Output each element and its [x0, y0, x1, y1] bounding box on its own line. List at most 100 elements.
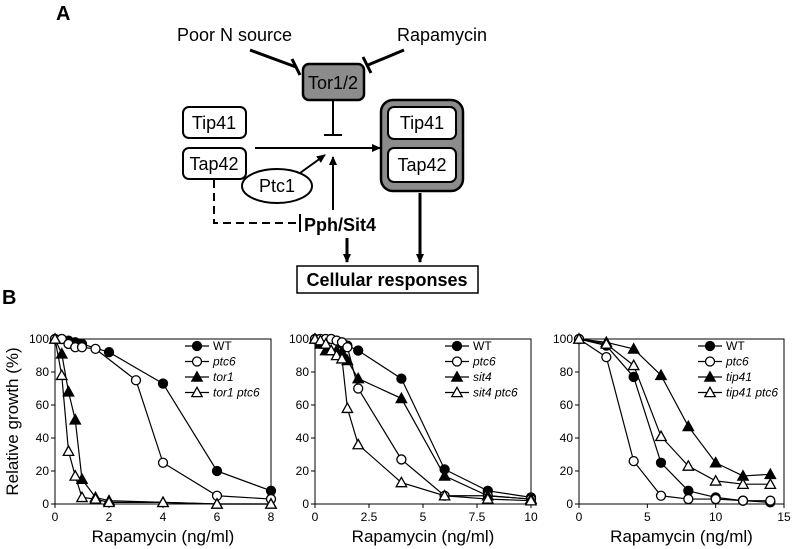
legend-marker — [704, 356, 716, 367]
data-point — [351, 438, 365, 450]
tip41-box — [182, 106, 247, 139]
data-point — [655, 457, 667, 468]
data-point — [764, 467, 777, 480]
data-point — [396, 373, 407, 384]
legend-marker — [704, 340, 716, 352]
data-point — [628, 455, 639, 467]
data-point — [683, 493, 694, 505]
x-tick-label: 5 — [644, 510, 651, 524]
tip41-label: Tip41 — [192, 113, 236, 133]
x-tick-label: 8 — [268, 510, 275, 524]
data-point — [709, 456, 722, 468]
legend-label: ptc6 — [212, 355, 236, 369]
tap42-dashed-inhibition — [213, 180, 299, 224]
y-tick-label: 60 — [560, 398, 574, 412]
data-point — [55, 368, 69, 381]
x-tick-label: 2.5 — [361, 510, 378, 524]
x-tick-label: 15 — [777, 510, 791, 524]
legend-label: tor1 — [213, 370, 234, 384]
panel-b-letter: B — [2, 287, 16, 309]
data-point — [572, 332, 586, 344]
chart-1: 0 20 40 60 80 100 0 2 4 6 8 Rapamycin (ng/ml) Relati… — [3, 332, 278, 546]
poor-n-source-label: Poor N source — [177, 25, 292, 45]
data-point — [438, 469, 451, 481]
pph-sit4-label: Pph/Sit4 — [304, 215, 376, 235]
panel-a-diagram: A Poor N source Rapamycin Tor1/2 Tip41 T… — [56, 3, 487, 294]
legend-marker — [450, 385, 464, 398]
y-tick-label: 20 — [560, 464, 574, 478]
data-point — [264, 497, 278, 509]
plot-frame — [578, 338, 785, 505]
data-point — [481, 492, 495, 504]
x-tick-label: 2 — [106, 510, 113, 524]
y-tick-label: 0 — [42, 497, 49, 511]
complex-tip41-box — [387, 106, 457, 140]
legend-marker — [191, 340, 203, 352]
y-tick-label: 60 — [36, 398, 50, 412]
series-line — [54, 338, 271, 505]
series-line — [55, 338, 272, 492]
data-point — [600, 337, 613, 349]
legend-label: sit4 — [473, 370, 492, 384]
legend-label: WT — [726, 339, 745, 353]
legend-marker — [190, 385, 204, 398]
y-tick-label: 40 — [296, 431, 310, 445]
x-tick-label: 0 — [52, 510, 59, 524]
x-tick-label: 4 — [160, 510, 167, 524]
data-point — [438, 489, 451, 501]
data-point — [76, 342, 88, 353]
data-point — [710, 493, 721, 505]
data-point — [62, 444, 75, 457]
y-tick-label: 0 — [566, 497, 573, 511]
y-tick-label: 100 — [289, 332, 309, 346]
data-point — [157, 378, 169, 389]
series-tor1-ptc6 — [48, 332, 278, 509]
y-tick-label: 80 — [36, 365, 50, 379]
legend-marker — [450, 370, 464, 382]
ptc1-arrow — [299, 154, 326, 174]
chart-2: 0 20 40 60 80 100 0 2.5 5 7.5 10 Rapamycin (ng/ml) W… — [289, 332, 538, 546]
data-point — [654, 368, 668, 381]
data-point — [524, 494, 538, 506]
data-point — [319, 337, 333, 349]
y-tick-label: 40 — [560, 431, 574, 445]
data-point — [396, 454, 407, 465]
y-tick-label: 40 — [36, 431, 50, 445]
legend-label: WT — [213, 339, 232, 353]
data-point — [655, 490, 667, 501]
x-axis-title: Rapamycin (ng/ml) — [352, 527, 495, 546]
data-point — [395, 476, 408, 488]
x-tick-label: 7.5 — [469, 510, 486, 524]
y-tick-label: 80 — [296, 365, 310, 379]
data-point — [130, 375, 142, 386]
data-point — [157, 457, 169, 468]
legend-label: tor1 ptc6 — [213, 386, 260, 400]
rapamycin-inhibition-line — [367, 48, 405, 67]
x-tick-label: 0 — [312, 510, 319, 524]
data-point — [342, 342, 353, 353]
x-axis-title: Rapamycin (ng/ml) — [610, 527, 753, 546]
data-point — [765, 495, 776, 506]
data-point — [156, 495, 170, 508]
data-point — [68, 469, 82, 481]
rapamycin-label: Rapamycin — [397, 25, 487, 45]
chart-3: 0 20 40 60 80 100 0 5 10 15 Rapamycin (ng/ml) WT ptc… — [553, 332, 791, 546]
legend-label: WT — [473, 339, 492, 353]
data-point — [709, 474, 722, 486]
data-point — [68, 413, 82, 425]
ptc1-ellipse — [241, 168, 313, 204]
data-point — [682, 419, 695, 432]
complex-tip41-label: Tip41 — [400, 113, 444, 133]
x-tick-label: 6 — [214, 510, 221, 524]
data-point — [335, 352, 349, 364]
panel-a-letter: A — [56, 3, 70, 25]
data-point — [351, 372, 365, 384]
y-tick-label: 100 — [553, 332, 573, 346]
data-point — [210, 497, 224, 509]
series-tip41-ptc6 — [572, 332, 777, 490]
data-point — [75, 490, 89, 503]
data-point — [103, 347, 115, 358]
